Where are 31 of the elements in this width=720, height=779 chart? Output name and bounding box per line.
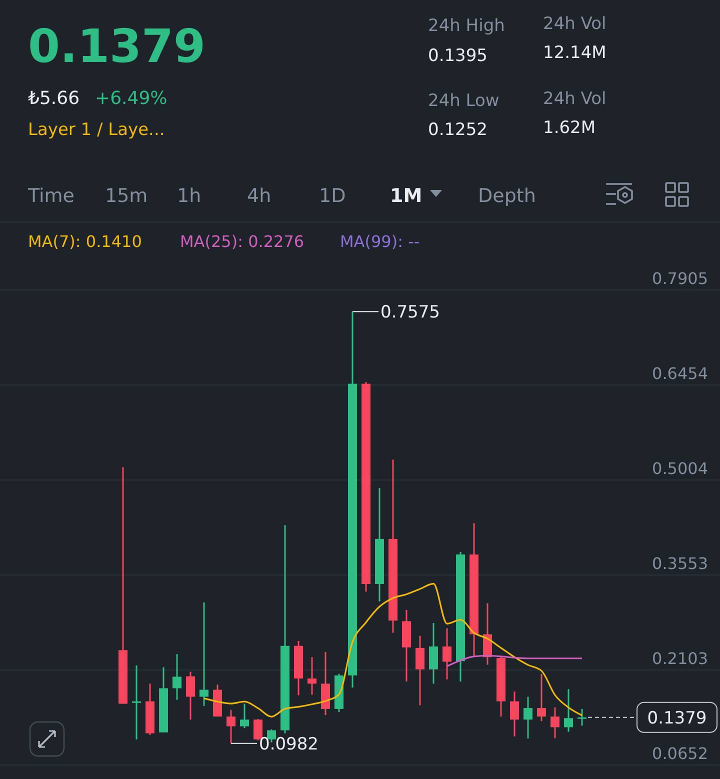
ref-line-label: 0.1379 xyxy=(647,708,707,728)
text: 1h xyxy=(177,185,202,207)
text: 24h Low xyxy=(428,91,500,111)
y-tick-label: 0.2103 xyxy=(652,648,708,668)
text: 1M xyxy=(390,185,422,207)
text: 1D xyxy=(319,185,346,207)
chart-title: 0.1379 xyxy=(28,19,206,73)
y-tick-label: 0.5004 xyxy=(652,458,708,478)
text: Layer 1 / Laye... xyxy=(28,120,165,140)
text: ₺5.66 xyxy=(28,88,80,109)
y-tick-label: 0.6454 xyxy=(652,364,708,384)
text: 24h Vol xyxy=(543,14,606,34)
text: +6.49% xyxy=(95,88,168,109)
text: Depth xyxy=(478,185,536,207)
text: MA(7): 0.1410 xyxy=(28,232,142,251)
text: 15m xyxy=(105,185,148,207)
y-tick-label: 0.7905 xyxy=(652,269,708,288)
text: 24h Vol xyxy=(543,89,606,109)
text: 0.1395 xyxy=(428,46,488,66)
text: 0.1252 xyxy=(428,120,488,140)
y-tick-label: 0.0652 xyxy=(652,744,708,763)
annotation: 0.7575 xyxy=(380,302,440,323)
text: 4h xyxy=(247,185,272,207)
text: MA(25): 0.2276 xyxy=(180,232,304,251)
text: 1.62M xyxy=(543,118,596,138)
text: Time xyxy=(27,185,74,207)
text: 24h High xyxy=(428,16,505,36)
annotation: 0.0982 xyxy=(259,734,318,754)
text: MA(99): -- xyxy=(340,232,420,251)
y-tick-label: 0.3553 xyxy=(652,554,708,574)
text: 12.14M xyxy=(543,43,606,63)
